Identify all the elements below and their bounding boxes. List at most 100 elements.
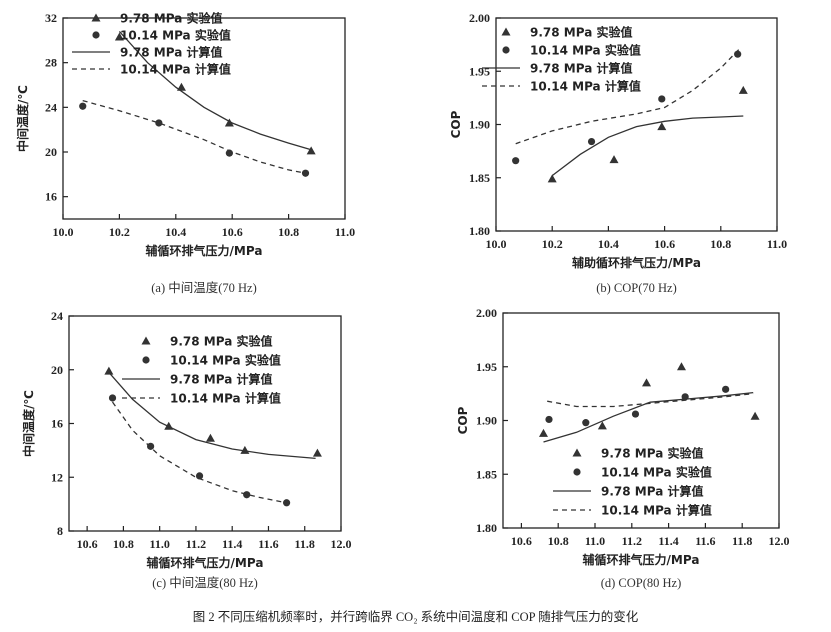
- circle-point: [512, 157, 520, 165]
- x-tick-label: 11.2: [186, 537, 206, 551]
- x-tick-label: 10.2: [542, 237, 563, 251]
- circle-point: [155, 119, 163, 127]
- legend-triangle-marker: [572, 448, 582, 457]
- legend-label: 10.14 MPa 计算值: [170, 391, 281, 406]
- y-axis-label: COP: [456, 406, 470, 434]
- calc-line-10-14: [547, 392, 754, 408]
- x-tick-label: 11.6: [695, 534, 715, 548]
- x-tick-label: 11.4: [222, 537, 242, 551]
- circle-point: [243, 491, 251, 499]
- x-tick-label: 11.2: [622, 534, 642, 548]
- y-tick-label: 16: [51, 417, 63, 431]
- y-tick-label: 1.85: [476, 467, 497, 481]
- x-axis-label: 辅循环排气压力/MPa: [583, 552, 700, 567]
- legend-circle-marker: [573, 468, 581, 476]
- legend-circle-marker: [142, 356, 150, 364]
- legend: 9.78 MPa 实验值 10.14 MPa 实验值 9.78 MPa 计算值 10.…: [553, 446, 712, 518]
- plot-frame: [62, 17, 346, 220]
- legend: 9.78 MPa 实验值 10.14 MPa 实验值 9.78 MPa 计算值 10.…: [482, 25, 641, 94]
- y-tick-label: 8: [57, 524, 63, 538]
- calc-line-10-14: [111, 401, 287, 504]
- x-tick-label: 10.2: [109, 225, 130, 239]
- y-tick-label: 20: [51, 363, 63, 377]
- panel-caption: (a) 中间温度(70 Hz): [151, 280, 257, 295]
- y-tick-label: 24: [45, 100, 57, 114]
- triangle-point: [547, 174, 557, 183]
- y-tick-label: 2.00: [469, 11, 490, 25]
- calc-line-9-78: [551, 115, 744, 177]
- y-tick-label: 32: [45, 11, 57, 25]
- y-tick-label: 1.95: [476, 360, 497, 374]
- calc-line-9-78: [118, 30, 312, 151]
- legend: 9.78 MPa 实验值 10.14 MPa 实验值 9.78 MPa 计算值 10.…: [72, 11, 231, 77]
- circle-point: [582, 419, 590, 427]
- calc-line-9-78: [108, 371, 316, 460]
- panel-caption: (c) 中间温度(80 Hz): [152, 575, 258, 590]
- x-tick-label: 10.6: [77, 537, 98, 551]
- y-tick-label: 12: [51, 470, 63, 484]
- x-tick-label: 10.8: [548, 534, 569, 548]
- y-tick-label: 2.00: [476, 306, 497, 320]
- y-tick-label: 20: [45, 145, 57, 159]
- legend-label: 10.14 MPa 实验值: [601, 465, 712, 480]
- triangle-point: [750, 411, 760, 420]
- triangle-point: [676, 362, 686, 371]
- panel-caption: (b) COP(70 Hz): [596, 281, 677, 295]
- triangle-point: [176, 82, 186, 91]
- x-tick-label: 11.0: [335, 225, 355, 239]
- x-tick-label: 10.4: [165, 225, 186, 239]
- y-tick-label: 1.80: [469, 224, 490, 238]
- y-tick-label: 16: [45, 190, 57, 204]
- x-tick-label: 10.6: [654, 237, 675, 251]
- chart-d: 10.6 10.8 11.0 11.2 11.4 11.6 11.8 12.0 1.80 1.85…: [456, 306, 790, 590]
- x-tick-label: 12.0: [331, 537, 352, 551]
- legend-label: 10.14 MPa 计算值: [601, 503, 712, 518]
- x-tick-label: 10.8: [113, 537, 134, 551]
- legend-label: 10.14 MPa 实验值: [170, 353, 281, 368]
- y-tick-label: 28: [45, 56, 57, 70]
- legend: 9.78 MPa 实验值 10.14 MPa 实验值 9.78 MPa 计算值 10.…: [122, 334, 281, 406]
- triangle-point: [312, 448, 322, 457]
- legend-label: 9.78 MPa 实验值: [120, 11, 222, 26]
- triangle-point: [597, 421, 607, 430]
- triangle-point: [205, 433, 215, 442]
- figure: 10.0 10.2 10.4 10.6 10.8 11.0 16 20 24 28 32 辅循环排气压…: [15, 11, 790, 591]
- chart-a: 10.0 10.2 10.4 10.6 10.8 11.0 16 20 24 28 32 辅循环排气压…: [15, 11, 355, 296]
- x-tick-label: 11.0: [767, 237, 787, 251]
- y-tick-label: 1.80: [476, 521, 497, 535]
- legend-label: 9.78 MPa 实验值: [530, 25, 632, 40]
- calc-line-10-14: [82, 99, 306, 174]
- chart-b: 10.0 10.2 10.4 10.6 10.8 11.0 1.80 1.85 1.90 1.95…: [449, 11, 787, 295]
- x-tick-label: 11.4: [658, 534, 678, 548]
- x-tick-label: 10.8: [278, 225, 299, 239]
- triangle-point: [642, 378, 652, 387]
- triangle-point: [609, 155, 619, 164]
- triangle-point: [657, 122, 667, 131]
- legend-label: 9.78 MPa 计算值: [170, 372, 272, 387]
- x-tick-label: 11.8: [295, 537, 315, 551]
- y-axis-label: COP: [449, 110, 463, 138]
- legend-label: 10.14 MPa 实验值: [530, 43, 641, 58]
- chart-c: 10.6 10.8 11.0 11.2 11.4 11.6 11.8 12.0 8 12 16 20 2…: [21, 309, 352, 590]
- figure-caption: 图 2 不同压缩机频率时，并行跨临界 CO₂ 系统中间温度和 COP 随排气压力…: [192, 610, 639, 624]
- triangle-point: [224, 118, 234, 127]
- x-tick-label: 11.6: [258, 537, 278, 551]
- y-axis-label: 中间温度/℃: [15, 85, 30, 152]
- circle-point: [79, 102, 87, 110]
- circle-point: [658, 95, 666, 103]
- circle-point: [545, 415, 553, 424]
- x-axis-label: 辅助循环排气压力/MPa: [572, 255, 701, 270]
- x-tick-label: 10.6: [511, 534, 532, 548]
- legend-triangle-marker: [141, 336, 151, 345]
- x-tick-label: 11.0: [585, 534, 605, 548]
- calc-line-9-78: [543, 391, 754, 443]
- circle-point: [195, 472, 204, 480]
- triangle-point: [538, 428, 548, 437]
- legend-label: 9.78 MPa 实验值: [601, 446, 703, 461]
- x-axis-label: 辅循环排气压力/MPa: [147, 555, 264, 570]
- x-tick-label: 11.0: [149, 537, 169, 551]
- x-tick-label: 12.0: [769, 534, 790, 548]
- triangle-point: [114, 32, 124, 41]
- legend-label: 10.14 MPa 计算值: [120, 62, 231, 77]
- triangle-point: [104, 366, 114, 375]
